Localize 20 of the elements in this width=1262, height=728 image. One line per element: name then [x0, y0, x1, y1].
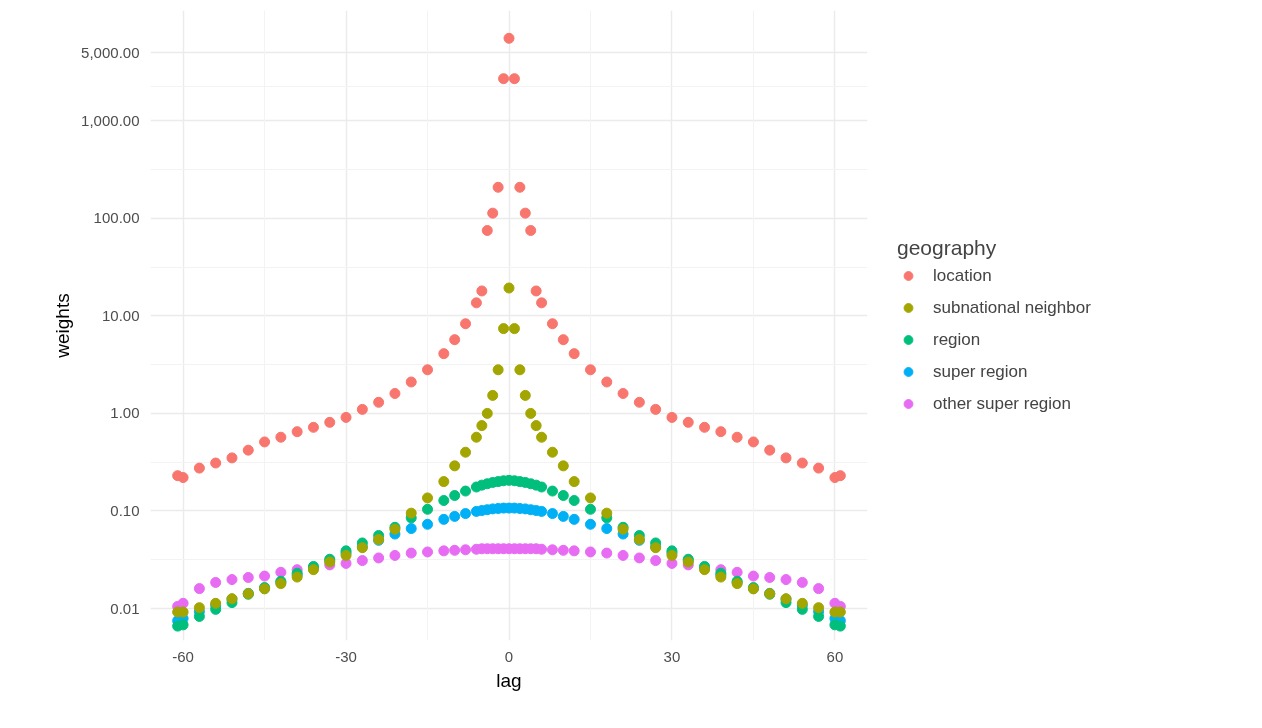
x-tick-label: 30	[663, 647, 681, 665]
y-tick-label: 0.10	[110, 501, 140, 519]
legend-label: region	[933, 329, 981, 350]
y-tick-label: 10.00	[101, 306, 140, 324]
y-tick-label: 0.01	[110, 599, 140, 617]
legend-title: geography	[897, 235, 998, 260]
x-tick-label: -60	[172, 647, 194, 665]
x-tick-label: 0	[504, 647, 514, 665]
legend-label: super region	[933, 361, 1028, 382]
y-tick-label: 1,000.00	[81, 111, 140, 129]
y-tick-label: 5,000.00	[81, 43, 140, 61]
y-tick-label: 1.00	[110, 404, 140, 422]
y-tick-label: 100.00	[93, 209, 140, 227]
x-tick-label: -30	[335, 647, 357, 665]
y-axis-title: weights	[52, 293, 74, 359]
x-axis-title: lag	[496, 669, 522, 691]
legend-label: location	[933, 265, 992, 286]
legend-label: subnational neighbor	[933, 297, 1091, 318]
x-tick-label: 60	[826, 647, 844, 665]
legend-label: other super region	[933, 393, 1071, 414]
